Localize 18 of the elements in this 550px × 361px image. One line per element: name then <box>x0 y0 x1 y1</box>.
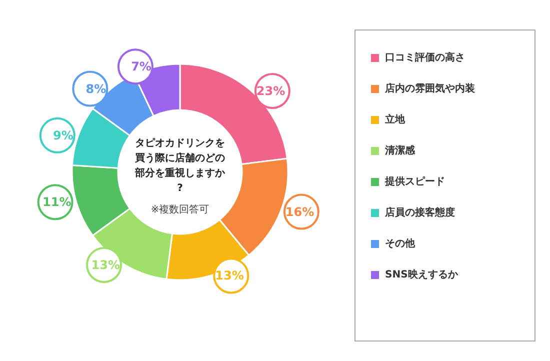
data-label: 7% <box>131 60 152 74</box>
text: ※複数回答可 <box>150 204 210 216</box>
data-label: 8% <box>86 82 106 96</box>
data-label: 9% <box>53 128 74 142</box>
data-label: 23% <box>256 84 286 98</box>
legend-label: 提供スピード <box>384 176 445 188</box>
data-label: 16% <box>285 204 314 219</box>
legend-label: 清潔感 <box>384 144 416 156</box>
data-label: 13% <box>215 268 244 283</box>
legend-label: SNS映えするか <box>385 268 459 280</box>
data-label: 11% <box>42 195 72 210</box>
data-label: 13% <box>91 258 120 272</box>
text: タピオカドリンクを買う際に店舗のどの部分を重視しますか? <box>134 137 226 194</box>
legend-label: 立地 <box>384 114 406 126</box>
legend-label: 店員の接客態度 <box>384 206 455 218</box>
legend-label: その他 <box>385 238 416 250</box>
legend-label: 口コミ評価の高さ <box>385 52 465 64</box>
legend-label: 店内の雰囲気や内装 <box>384 82 476 94</box>
